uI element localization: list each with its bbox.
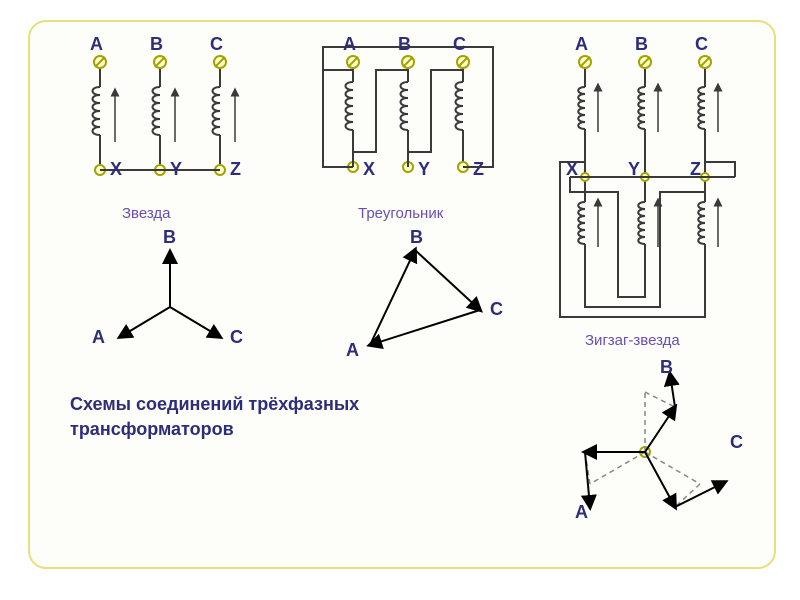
delta-label-Z: Z (473, 159, 484, 180)
star-caption: Звезда (122, 205, 171, 222)
zig-label-C: C (695, 34, 708, 55)
delta-vec-C: C (490, 299, 503, 320)
delta-label-Y: Y (418, 159, 430, 180)
delta-circuit (298, 32, 513, 207)
zig-label-X: X (566, 159, 578, 180)
zigzag-circuit (540, 32, 765, 342)
star-label-A: A (90, 34, 103, 55)
delta-vec-B: B (410, 227, 423, 248)
page: A B C X Y Z Звезда B A C (0, 0, 800, 600)
description-text: Схемы соединений трёхфазных трансформато… (70, 392, 430, 442)
delta-label-C: C (453, 34, 466, 55)
star-label-B: B (150, 34, 163, 55)
zigzag-vectors (540, 357, 760, 547)
zig-label-Y: Y (628, 159, 640, 180)
star-vec-B: B (163, 227, 176, 248)
zig-caption: Зигзаг-звезда (585, 332, 680, 349)
star-vec-C: C (230, 327, 243, 348)
delta-label-A: A (343, 34, 356, 55)
zig-vec-A: A (575, 502, 588, 523)
star-label-Y: Y (170, 159, 182, 180)
star-label-C: C (210, 34, 223, 55)
zig-vec-C: C (730, 432, 743, 453)
diagram-frame: A B C X Y Z Звезда B A C (28, 20, 776, 569)
zig-vec-B: B (660, 357, 673, 378)
zig-label-B: B (635, 34, 648, 55)
delta-label-X: X (363, 159, 375, 180)
delta-caption: Треугольник (358, 205, 443, 222)
star-vec-A: A (92, 327, 105, 348)
star-circuit (65, 32, 265, 207)
star-label-X: X (110, 159, 122, 180)
star-label-Z: Z (230, 159, 241, 180)
zig-label-Z: Z (690, 159, 701, 180)
delta-vec-A: A (346, 340, 359, 361)
zig-label-A: A (575, 34, 588, 55)
delta-label-B: B (398, 34, 411, 55)
